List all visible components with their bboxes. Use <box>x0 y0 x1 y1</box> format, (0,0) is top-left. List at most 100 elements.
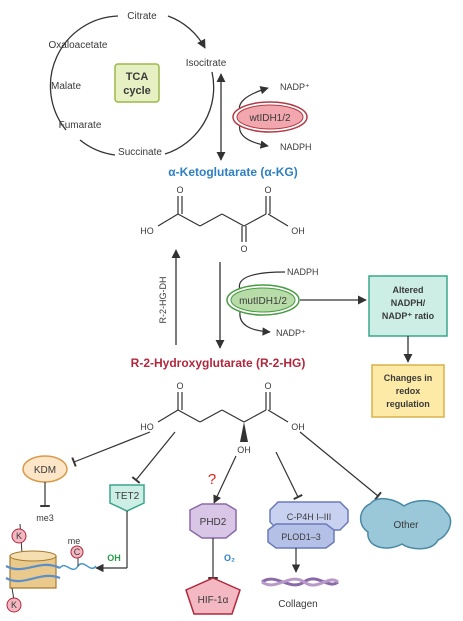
lysine-top-badge <box>11 528 27 544</box>
tet2-node <box>109 484 145 512</box>
akg-title: α-Ketoglutarate (α-KG) <box>168 165 297 179</box>
methyl-label: me <box>68 536 81 546</box>
r2hg-o-right: O <box>264 381 271 391</box>
changes-line3: regulation <box>386 399 430 409</box>
isocitrate-label: Isocitrate <box>186 58 227 69</box>
cytosine-label: C <box>74 547 81 557</box>
question-mark: ? <box>208 471 216 488</box>
r2hg-bond <box>199 409 223 423</box>
changes-line2: redox <box>396 386 421 396</box>
altered-ratio-box <box>368 275 448 337</box>
lysine-top-label: K <box>16 531 22 541</box>
mut-nadph-label: NADPH <box>287 267 319 277</box>
hif-label: HIF-1α <box>198 595 229 606</box>
r2hg-structure <box>157 392 289 423</box>
inhibit-kdm-line <box>71 431 151 467</box>
me3-label: me3 <box>36 513 54 523</box>
akg-o-right: O <box>264 185 271 195</box>
other-label: Other <box>393 520 419 531</box>
hif-node <box>185 577 241 615</box>
r2hg-bond <box>243 409 267 423</box>
r2hg-oh-right: OH <box>291 422 305 432</box>
akg-structure <box>157 196 289 242</box>
tca-arc-top <box>167 15 206 49</box>
r2hg-o-left: O <box>176 381 183 391</box>
citrate-label: Citrate <box>127 11 157 22</box>
o2-label: O₂ <box>224 553 235 563</box>
plod-label: PLOD1–3 <box>281 532 321 542</box>
changes-redox-box <box>371 364 445 418</box>
wt-enzyme: wtIDH1/2 NADP⁺ NADPH <box>232 82 312 152</box>
inhibition-lines <box>71 431 382 501</box>
tca-title-line2: cycle <box>123 85 151 97</box>
wt-enzyme-body <box>236 104 304 130</box>
akg-o-bottom: O <box>240 244 247 254</box>
altered-line1: Altered <box>392 285 423 295</box>
cp4h-node <box>269 501 349 531</box>
collagen-strand-2 <box>261 577 339 587</box>
r2hg-bond <box>157 409 179 423</box>
cytosine-badge <box>70 545 84 559</box>
tca-arc-bottom-left <box>79 139 116 156</box>
tca-title-line1: TCA <box>126 71 149 83</box>
wt-nadp-plus-label: NADP⁺ <box>280 82 310 92</box>
r2hg-ho: HO <box>140 422 154 432</box>
r2hg-title: R-2-Hydroxyglutarate (R-2-HG) <box>131 356 306 370</box>
lysine-bottom-badge <box>6 597 22 613</box>
succinate-label: Succinate <box>118 147 162 158</box>
wt-nadph-curve <box>238 123 269 149</box>
r2hg-bond <box>177 409 201 423</box>
malate-label: Malate <box>51 81 81 92</box>
akg-o-left: O <box>176 185 183 195</box>
histone-top <box>9 550 57 562</box>
r2hgdh-label: R-2-HG-DH <box>158 277 168 324</box>
tca-box <box>114 63 160 103</box>
collagen-fiber <box>261 577 339 587</box>
inhibit-cp4h-line <box>275 451 303 500</box>
kdm-label: KDM <box>34 465 56 476</box>
mut-enzyme: mutIDH1/2 NADPH NADP⁺ <box>226 267 319 338</box>
r2hg-bond <box>221 409 245 423</box>
akg-bond <box>267 213 289 227</box>
changes-line1: Changes in <box>384 373 433 383</box>
phd2-node <box>189 503 237 539</box>
tet2-label: TET2 <box>115 491 140 502</box>
lysine-bottom-label: K <box>11 600 17 610</box>
inhibit-other-line <box>299 431 382 501</box>
tet2-oh-label: OH <box>107 553 121 563</box>
r2hg-wedge-bond <box>240 422 248 442</box>
akg-ho: HO <box>140 226 154 236</box>
altered-line3: NADP⁺ ratio <box>382 311 435 321</box>
wt-enzyme-label: wtIDH1/2 <box>248 113 291 124</box>
r2hg-bond <box>267 409 289 423</box>
nucleosome: K K C me <box>5 523 97 613</box>
mut-enzyme-body <box>230 287 296 313</box>
akg-oh: OH <box>291 226 305 236</box>
wt-nadph-label: NADPH <box>280 142 312 152</box>
tca-arc-left <box>49 15 119 131</box>
inhibit-tet2-line <box>131 431 176 484</box>
tca-arc-bottom-right <box>164 71 215 155</box>
akg-bond <box>199 213 223 227</box>
fumarate-label: Fumarate <box>59 120 102 131</box>
akg-bond <box>157 213 179 227</box>
plod-node <box>267 523 335 549</box>
akg-bond <box>177 213 201 227</box>
akg-bond <box>221 213 245 227</box>
mut-enzyme-label: mutIDH1/2 <box>239 296 287 307</box>
cp4h-label: C-P4H I–III <box>287 512 332 522</box>
akg-bond <box>243 213 267 227</box>
dna-wrap <box>5 563 61 583</box>
tca-cycle: Citrate Oxaloacetate Malate Fumarate Suc… <box>49 11 227 158</box>
oxaloacetate-label: Oxaloacetate <box>49 40 108 51</box>
mut-nadp-plus-label: NADP⁺ <box>276 328 306 338</box>
collagen-label: Collagen <box>278 599 317 610</box>
altered-line2: NADPH/ <box>391 298 426 308</box>
phd2-label: PHD2 <box>200 517 227 528</box>
other-node <box>359 497 452 550</box>
mut-nadp-curve <box>239 311 271 336</box>
mut-nadph-curve <box>238 271 286 291</box>
r2hg-oh-bottom: OH <box>237 445 251 455</box>
